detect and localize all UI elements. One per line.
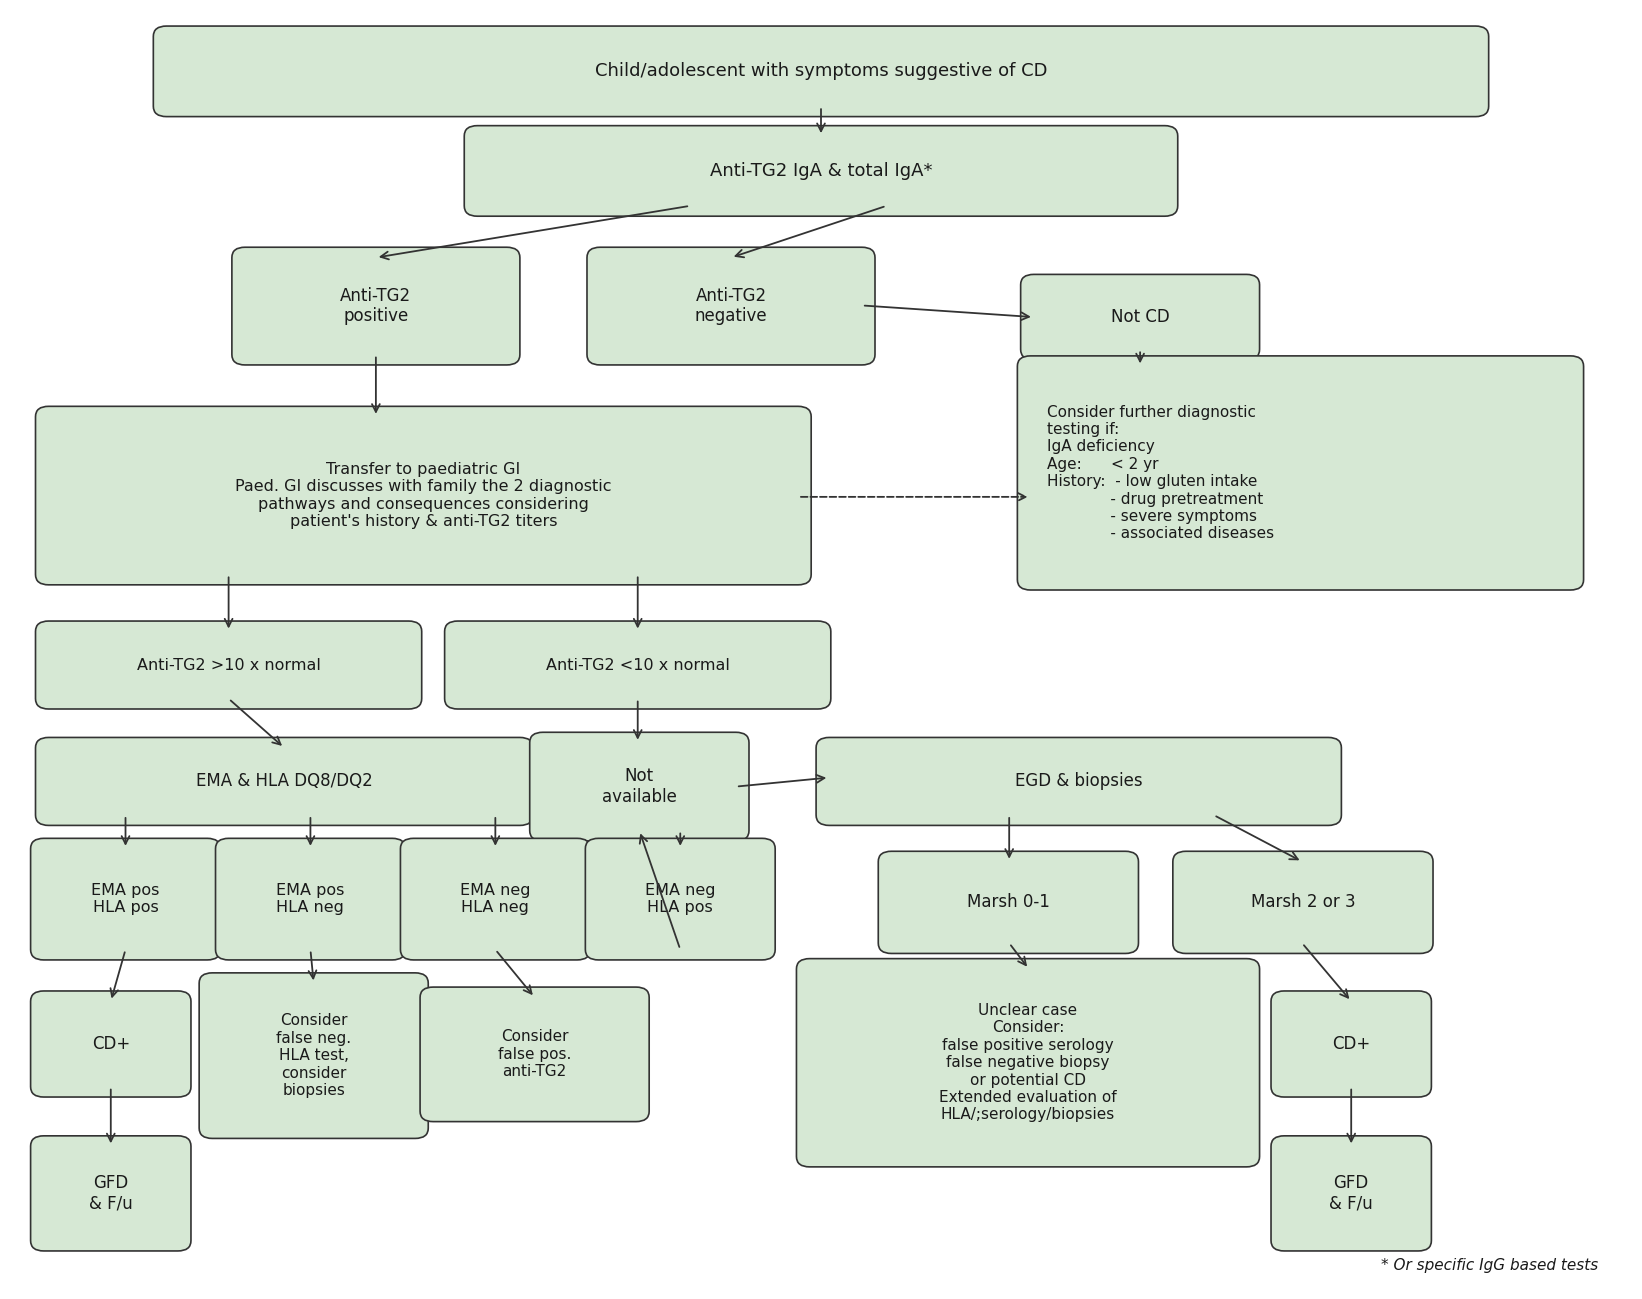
FancyBboxPatch shape bbox=[232, 247, 521, 365]
Text: EMA & HLA DQ8/DQ2: EMA & HLA DQ8/DQ2 bbox=[195, 773, 373, 790]
Text: EMA pos
HLA pos: EMA pos HLA pos bbox=[92, 883, 159, 916]
Text: CD+: CD+ bbox=[92, 1035, 130, 1053]
Text: GFD
& F/u: GFD & F/u bbox=[89, 1174, 133, 1213]
Text: Consider further diagnostic
testing if:
IgA deficiency
Age:      < 2 yr
History:: Consider further diagnostic testing if: … bbox=[1048, 404, 1274, 542]
FancyBboxPatch shape bbox=[1021, 274, 1259, 360]
FancyBboxPatch shape bbox=[31, 838, 220, 960]
Text: Consider
false neg.
HLA test,
consider
biopsies: Consider false neg. HLA test, consider b… bbox=[276, 1013, 351, 1098]
FancyBboxPatch shape bbox=[796, 959, 1259, 1167]
Text: EGD & biopsies: EGD & biopsies bbox=[1015, 773, 1143, 790]
FancyBboxPatch shape bbox=[420, 987, 649, 1121]
Text: Anti-TG2 IgA & total IgA*: Anti-TG2 IgA & total IgA* bbox=[709, 162, 933, 181]
FancyBboxPatch shape bbox=[199, 973, 429, 1138]
FancyBboxPatch shape bbox=[36, 407, 811, 585]
FancyBboxPatch shape bbox=[445, 621, 831, 709]
FancyBboxPatch shape bbox=[401, 838, 589, 960]
FancyBboxPatch shape bbox=[465, 126, 1177, 216]
FancyBboxPatch shape bbox=[215, 838, 406, 960]
FancyBboxPatch shape bbox=[31, 991, 190, 1098]
Text: Child/adolescent with symptoms suggestive of CD: Child/adolescent with symptoms suggestiv… bbox=[594, 62, 1048, 81]
FancyBboxPatch shape bbox=[36, 621, 422, 709]
Text: Marsh 2 or 3: Marsh 2 or 3 bbox=[1251, 894, 1355, 912]
FancyBboxPatch shape bbox=[585, 838, 775, 960]
Text: Not CD: Not CD bbox=[1110, 308, 1169, 326]
FancyBboxPatch shape bbox=[1271, 1135, 1432, 1251]
Text: Anti-TG2 <10 x normal: Anti-TG2 <10 x normal bbox=[545, 657, 729, 673]
Text: Anti-TG2 >10 x normal: Anti-TG2 >10 x normal bbox=[136, 657, 320, 673]
FancyBboxPatch shape bbox=[153, 26, 1489, 117]
FancyBboxPatch shape bbox=[31, 1135, 190, 1251]
Text: Anti-TG2
negative: Anti-TG2 negative bbox=[695, 287, 767, 326]
Text: * Or specific IgG based tests: * Or specific IgG based tests bbox=[1381, 1257, 1598, 1273]
FancyBboxPatch shape bbox=[1271, 991, 1432, 1098]
FancyBboxPatch shape bbox=[36, 738, 534, 825]
Text: Unclear case
Consider:
false positive serology
false negative biopsy
or potentia: Unclear case Consider: false positive se… bbox=[939, 1003, 1117, 1122]
Text: Consider
false pos.
anti-TG2: Consider false pos. anti-TG2 bbox=[498, 1029, 571, 1079]
Text: Marsh 0-1: Marsh 0-1 bbox=[967, 894, 1049, 912]
FancyBboxPatch shape bbox=[1172, 851, 1433, 953]
Text: Not
available: Not available bbox=[603, 768, 677, 805]
Text: EMA pos
HLA neg: EMA pos HLA neg bbox=[276, 883, 345, 916]
Text: EMA neg
HLA pos: EMA neg HLA pos bbox=[645, 883, 716, 916]
FancyBboxPatch shape bbox=[878, 851, 1138, 953]
FancyBboxPatch shape bbox=[530, 733, 749, 840]
Text: Anti-TG2
positive: Anti-TG2 positive bbox=[340, 287, 412, 326]
FancyBboxPatch shape bbox=[1018, 356, 1583, 590]
FancyBboxPatch shape bbox=[586, 247, 875, 365]
Text: GFD
& F/u: GFD & F/u bbox=[1330, 1174, 1373, 1213]
Text: EMA neg
HLA neg: EMA neg HLA neg bbox=[460, 883, 530, 916]
Text: CD+: CD+ bbox=[1332, 1035, 1371, 1053]
Text: Transfer to paediatric GI
Paed. GI discusses with family the 2 diagnostic
pathwa: Transfer to paediatric GI Paed. GI discu… bbox=[235, 462, 611, 529]
FancyBboxPatch shape bbox=[816, 738, 1342, 825]
